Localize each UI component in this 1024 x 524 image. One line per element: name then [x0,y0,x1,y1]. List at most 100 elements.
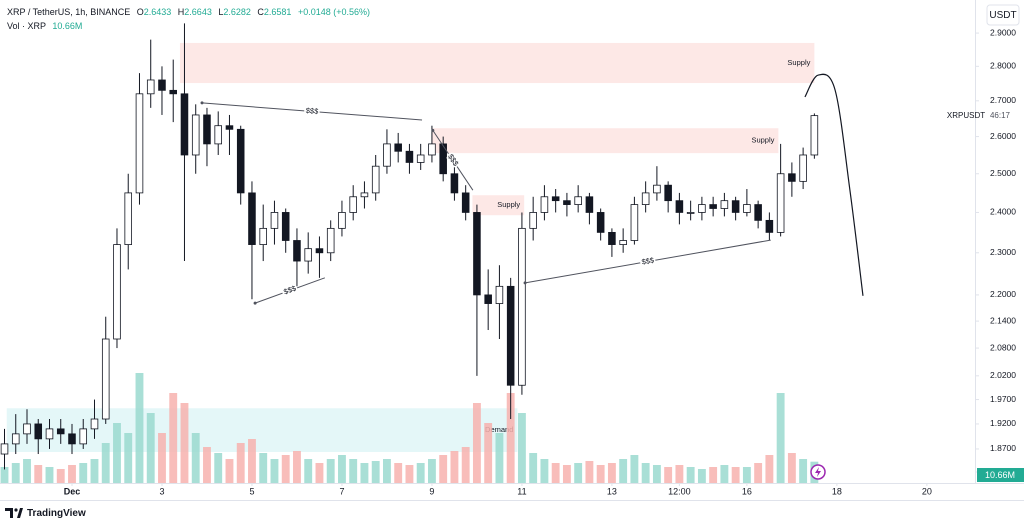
y-tick-label: 1.9700 [990,394,1016,404]
volume-bar [484,423,493,483]
volume-badge [977,468,1024,482]
y-tick-label: 1.8700 [990,443,1016,453]
zone-label: Demand [485,425,513,434]
volume-bar [765,455,774,483]
candle-body [79,428,88,445]
volume-bar [450,451,459,483]
candle-body [765,219,774,233]
x-tick-label: 11 [517,486,526,496]
y-tick-label: 2.7000 [990,95,1016,105]
volume-bar [113,423,121,483]
candle-body [191,114,200,156]
x-tick-label: 9 [429,486,434,496]
logo-shape [5,508,13,518]
zone [179,42,815,84]
candle-body [608,231,616,245]
candle-body [563,200,571,205]
x-tick-label: 18 [832,486,842,496]
volume-bar [236,443,245,483]
candle-body [788,173,796,182]
y-tick-label: 2.2000 [990,289,1016,299]
volume-bar [191,433,200,483]
candle-body [360,192,369,198]
volume-bar [214,453,223,483]
volume-bar [270,459,279,483]
volume-bar [23,459,31,483]
volume-bar [180,403,189,483]
candle-body [450,173,459,194]
legend-header: XRP / TetherUS, 1h, BINANCE O2.6433 H2.6… [7,7,370,17]
candle-body [56,428,65,435]
candle-body [720,200,729,209]
volume-bar [427,459,436,483]
x-tick-label: Dec [64,486,81,496]
volume-bar [675,465,684,483]
candle-body [630,204,639,241]
volume-bar [472,403,481,483]
candle-body [540,196,549,213]
candle-body [214,125,222,145]
line-anchor [431,128,435,132]
candle-body [90,418,99,430]
volume-bar [383,459,391,483]
volume-bar [697,469,706,483]
candle-body [45,428,54,440]
volume-bar [371,461,380,483]
candle-body [34,423,43,440]
volume-bar [664,467,673,483]
candle-body [169,89,177,95]
currency-label[interactable]: USDT [989,10,1016,21]
candle-body [225,125,234,130]
candle-body [293,240,301,262]
volume-bar [394,463,403,483]
volume-bar [90,459,99,483]
volume-bar [720,465,729,483]
volume-bar [630,455,639,483]
candle-body [731,200,740,213]
zone [431,128,779,154]
y-tick-label: 1.9200 [990,418,1016,428]
liquidity-line [524,239,771,284]
zone [472,195,525,216]
volume-bar [596,465,605,483]
brand-name: TradingView [27,508,86,519]
volume-bar [259,453,268,483]
x-tick-label: 7 [339,486,344,496]
alert-icon-bolt [815,467,821,477]
volume-bar [585,461,594,483]
projection-curve [804,73,864,296]
ohlc-label: H [178,7,185,17]
volume-bar [787,453,796,483]
candle-body [270,212,279,229]
candle-body [776,173,785,233]
y-tick-label: 2.9000 [990,27,1016,37]
zone-label: Supply [497,200,520,209]
symbol: XRP / TetherUS, 1h, BINANCE [7,7,130,17]
currency-button[interactable] [986,4,1020,26]
candle-body [529,212,537,229]
candle-body [405,150,414,163]
volume-bar [776,393,785,483]
volume-bar [0,467,9,483]
candle-body [158,79,166,91]
volume-bar [506,393,515,483]
line-label: $$$ [305,106,319,116]
volume-bar [135,373,144,483]
candle-body [203,114,211,145]
volume-bar [551,463,560,483]
candle-body [304,248,312,262]
volume-bar [405,465,414,483]
candle-body [585,196,594,213]
ohlc-label: C [257,7,264,17]
candle-body [124,192,133,245]
volume-bar [158,433,166,483]
zone [6,408,518,452]
volume-bar [517,413,526,483]
volume-bar [461,447,470,483]
ohlc-value: 2.6433 [144,7,172,17]
volume-bar [349,459,358,483]
countdown: 46:17 [990,111,1011,120]
candle-body [709,204,717,209]
volume-bar [68,465,76,483]
